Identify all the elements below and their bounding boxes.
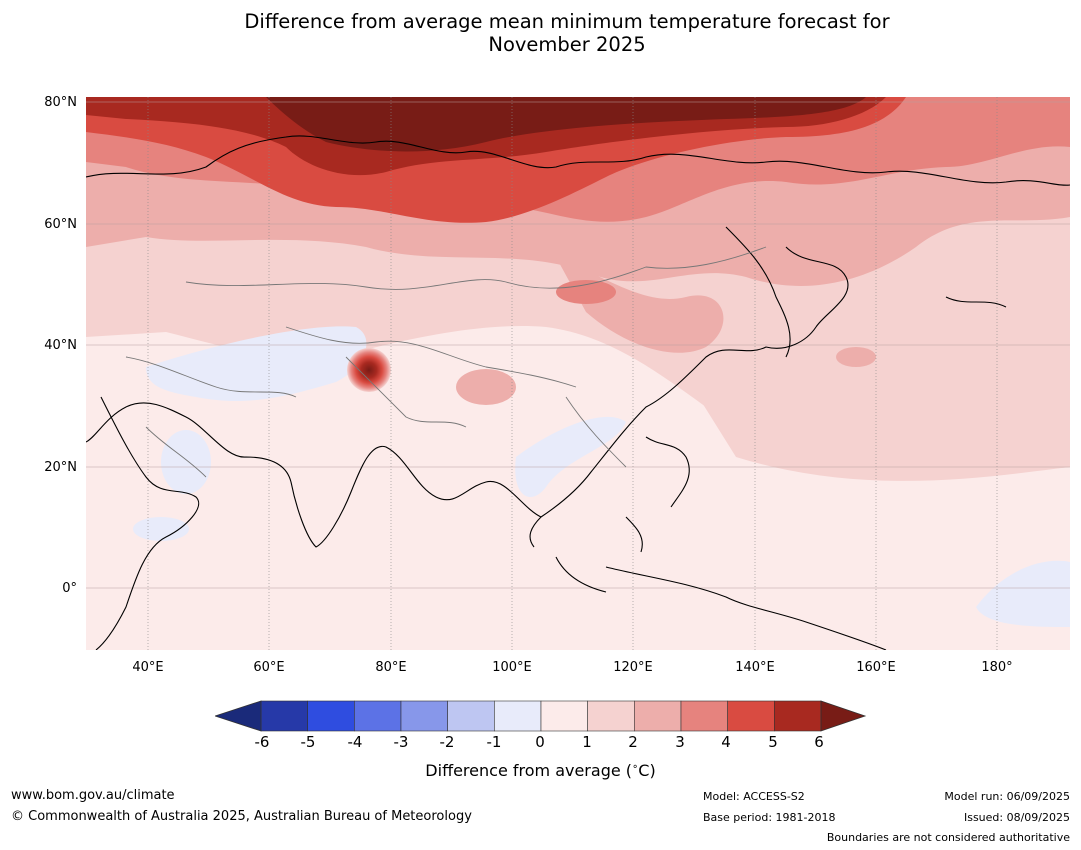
cool-patch-arabia [161, 430, 211, 494]
anomaly-patch-pacific [836, 347, 876, 367]
cool-patch-east-pacific [976, 560, 1070, 627]
footer-model-run: Model run: 06/09/2025 [944, 790, 1070, 803]
lat-label-40n: 40°N [44, 338, 77, 353]
meridian-gridlines [147, 97, 998, 650]
parallel-gridlines [86, 101, 1070, 589]
colorbar-cell [774, 700, 822, 732]
colorbar-tick: -1 [486, 733, 502, 751]
colorbar-tick: -6 [254, 733, 270, 751]
colorbar-cell [400, 700, 448, 732]
lat-label-0: 0° [62, 581, 77, 596]
colorbar-tick: -2 [439, 733, 455, 751]
forecast-map [86, 97, 1070, 650]
cool-patch-southeast-asia [515, 416, 626, 497]
lon-label-100e: 100°E [492, 660, 532, 675]
lat-label-60n: 60°N [44, 217, 77, 232]
colorbar-cell [634, 700, 682, 732]
colorbar-cell [727, 700, 775, 732]
country-borders [125, 246, 767, 478]
colorbar-under-arrow [215, 700, 262, 732]
colorbar-label-degree: ∘ [632, 761, 639, 773]
lon-label-140e: 140°E [735, 660, 775, 675]
colorbar-tick: 3 [675, 733, 685, 751]
colorbar-tick: 4 [721, 733, 731, 751]
colorbar-cell [307, 700, 355, 732]
colorbar-tick: 6 [814, 733, 824, 751]
footer-website: www.bom.gov.au/climate [11, 788, 175, 803]
colorbar-cells [260, 700, 822, 732]
footer-disclaimer: Boundaries are not considered authoritat… [826, 831, 1070, 844]
anomaly-band-over-6 [266, 97, 866, 152]
anomaly-band-2-3-south [556, 257, 724, 353]
map-svg [86, 97, 1070, 650]
anomaly-patch-tibet [456, 369, 516, 405]
colorbar-tick: 0 [535, 733, 545, 751]
colorbar-tick: -4 [347, 733, 363, 751]
colorbar-tick: 1 [582, 733, 592, 751]
anomaly-hotspot [347, 348, 391, 392]
lon-label-40e: 40°E [132, 660, 164, 675]
colorbar-tick: -5 [300, 733, 316, 751]
anomaly-band-north-pacific [686, 354, 1070, 481]
colorbar-cell [680, 700, 728, 732]
colorbar-cell [447, 700, 495, 732]
title-line-1: Difference from average mean minimum tem… [244, 10, 890, 33]
footer-issued: Issued: 08/09/2025 [963, 811, 1070, 824]
lon-label-120e: 120°E [613, 660, 653, 675]
footer-base-period: Base period: 1981-2018 [703, 811, 836, 824]
colorbar-tick: -3 [393, 733, 409, 751]
coastlines [86, 135, 1070, 650]
title-line-2: November 2025 [488, 33, 646, 56]
colorbar [215, 700, 867, 732]
footer-model: Model: ACCESS-S2 [703, 790, 805, 803]
lon-label-60e: 60°E [253, 660, 285, 675]
cool-patch-africa [133, 517, 189, 541]
anomaly-patch-mongolia [556, 280, 616, 304]
lat-label-80n: 80°N [44, 95, 77, 110]
lon-label-160e: 160°E [856, 660, 896, 675]
colorbar-label-text: Difference from average ( [425, 761, 633, 780]
colorbar-label-unit: C) [638, 761, 656, 780]
chart-title: Difference from average mean minimum tem… [0, 10, 1081, 56]
colorbar-cell [494, 700, 542, 732]
colorbar-cell [587, 700, 635, 732]
colorbar-tick: 5 [768, 733, 778, 751]
colorbar-label: Difference from average (∘C) [0, 761, 1081, 780]
colorbar-cell [354, 700, 402, 732]
lon-label-180: 180° [981, 660, 1013, 675]
lat-label-20n: 20°N [44, 460, 77, 475]
lon-label-80e: 80°E [375, 660, 407, 675]
colorbar-cell [260, 700, 308, 732]
footer-copyright: © Commonwealth of Australia 2025, Austra… [11, 809, 472, 824]
colorbar-tick: 2 [628, 733, 638, 751]
colorbar-over-arrow [820, 700, 867, 732]
colorbar-cell [540, 700, 588, 732]
